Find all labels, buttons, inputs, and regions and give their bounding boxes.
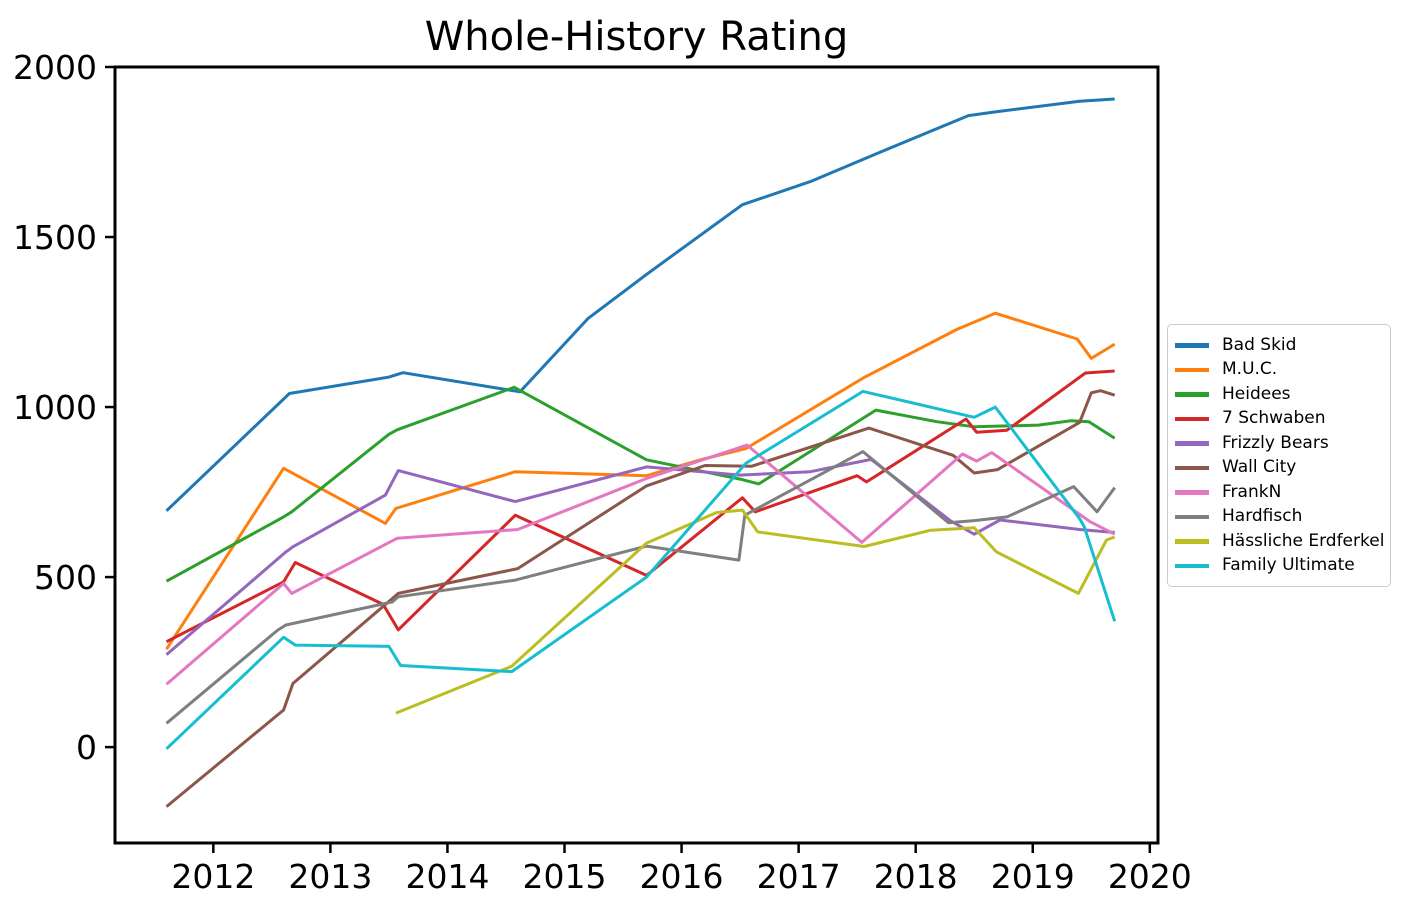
series-line-frankn: [165, 443, 1116, 686]
x-tick-label: 2018: [874, 857, 958, 896]
legend-label-hardfisch: Hardfisch: [1222, 506, 1303, 527]
legend-swatch-muc: [1175, 367, 1209, 372]
x-tick-label: 2019: [991, 857, 1075, 896]
legend-swatch-wall-city: [1175, 465, 1209, 470]
legend-label-frankn: FrankN: [1222, 481, 1282, 502]
series-line-family-ultimate: [165, 389, 1117, 750]
legend-swatch-7-schwaben: [1175, 416, 1209, 421]
legend-item-muc: M.U.C.: [1175, 358, 1382, 383]
x-tick-label: 2016: [640, 857, 724, 896]
legend-label-haessliche-erdferkel: Hässliche Erdferkel: [1222, 530, 1385, 551]
legend-label-wall-city: Wall City: [1222, 457, 1297, 478]
chart-title: Whole-History Rating: [424, 14, 849, 60]
y-tick-label: 500: [34, 558, 97, 597]
legend-label-family-ultimate: Family Ultimate: [1222, 555, 1355, 576]
legend-swatch-family-ultimate: [1175, 563, 1209, 568]
series-line-bad-skid: [165, 97, 1115, 512]
x-tick-label: 2017: [757, 857, 841, 896]
legend-swatch-hardfisch: [1175, 514, 1209, 519]
axes-frame: [113, 65, 1160, 845]
series-line-heidees: [165, 385, 1116, 583]
legend-item-7-schwaben: 7 Schwaben: [1175, 407, 1382, 432]
legend-label-bad-skid: Bad Skid: [1222, 334, 1297, 355]
y-tick-label: 1000: [13, 388, 97, 427]
legend-item-haessliche-erdferkel: Hässliche Erdferkel: [1175, 529, 1385, 554]
legend-item-heidees: Heidees: [1175, 382, 1382, 407]
x-tick-label: 2012: [171, 857, 255, 896]
legend-swatch-heidees: [1175, 392, 1209, 397]
x-tick-label: 2020: [1108, 857, 1192, 896]
series-line-haessliche-erdferkel: [395, 508, 1116, 715]
legend-item-family-ultimate: Family Ultimate: [1175, 554, 1382, 579]
y-tick-label: 0: [76, 728, 97, 767]
legend-label-frizzly-bears: Frizzly Bears: [1222, 432, 1329, 453]
x-tick-label: 2013: [288, 857, 372, 896]
legend-swatch-haessliche-erdferkel: [1175, 539, 1209, 544]
legend-swatch-frizzly-bears: [1175, 441, 1209, 446]
legend-item-frizzly-bears: Frizzly Bears: [1175, 431, 1382, 456]
legend-item-hardfisch: Hardfisch: [1175, 505, 1382, 530]
legend-swatch-frankn: [1175, 490, 1209, 495]
legend-item-frankn: FrankN: [1175, 480, 1382, 505]
legend-label-muc: M.U.C.: [1222, 359, 1278, 380]
y-tick-label: 1500: [13, 218, 97, 257]
x-tick-label: 2014: [405, 857, 489, 896]
series-line-wall-city: [165, 389, 1116, 808]
legend: Bad Skid M.U.C. Heidees 7 Schwaben Frizzly B…: [1167, 324, 1391, 587]
series-line-7-schwaben: [165, 369, 1115, 644]
series-line-hardfisch: [165, 450, 1116, 725]
legend-swatch-bad-skid: [1175, 343, 1209, 348]
x-tick-label: 2015: [523, 857, 607, 896]
series-line-frizzly-bears: [165, 457, 1115, 656]
legend-item-bad-skid: Bad Skid: [1175, 333, 1382, 358]
legend-item-wall-city: Wall City: [1175, 456, 1382, 481]
y-tick-label: 2000: [13, 48, 97, 87]
legend-label-heidees: Heidees: [1222, 383, 1291, 404]
legend-label-7-schwaben: 7 Schwaben: [1222, 408, 1326, 429]
